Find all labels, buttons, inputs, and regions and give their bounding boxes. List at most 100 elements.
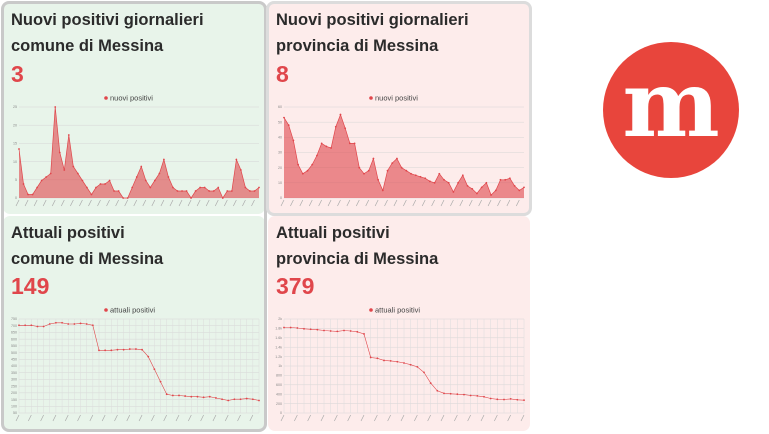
data-point	[45, 176, 48, 178]
data-point	[476, 395, 479, 397]
data-point	[457, 181, 460, 184]
y-tick-label: 350	[11, 371, 17, 375]
data-point	[518, 189, 521, 192]
data-point	[438, 172, 441, 175]
x-tick-label	[133, 199, 138, 207]
data-point	[383, 359, 385, 362]
y-tick-label: 700	[11, 324, 17, 328]
data-point	[73, 323, 76, 325]
logo-circle	[603, 42, 739, 178]
data-point	[367, 169, 370, 172]
data-point	[325, 145, 328, 148]
data-point	[22, 183, 25, 185]
y-tick-label: 750	[11, 317, 17, 321]
x-tick-label	[467, 414, 471, 422]
data-point	[414, 174, 417, 177]
x-tick-label	[414, 414, 418, 422]
data-point	[369, 356, 372, 359]
data-point	[40, 179, 43, 182]
data-point	[489, 397, 492, 400]
x-tick-label	[77, 414, 81, 422]
data-point	[190, 395, 193, 398]
y-tick-label: 20	[278, 166, 282, 170]
data-point	[239, 398, 242, 401]
data-point	[523, 399, 525, 402]
data-point	[353, 142, 356, 145]
data-point	[202, 396, 205, 399]
data-point	[215, 397, 217, 399]
data-point	[344, 127, 347, 130]
data-point	[31, 193, 34, 196]
data-point	[226, 190, 229, 192]
data-point	[199, 186, 202, 189]
data-point	[140, 165, 143, 168]
data-point	[30, 324, 33, 327]
data-point	[58, 151, 61, 154]
x-tick-label	[187, 199, 192, 207]
data-point	[249, 190, 251, 192]
x-tick-label	[347, 414, 351, 422]
x-tick-label	[142, 199, 147, 207]
x-tick-label	[290, 199, 294, 207]
y-tick-label: 15	[13, 142, 17, 146]
data-point	[476, 192, 478, 195]
y-tick-label: 10	[278, 181, 282, 185]
data-point	[348, 142, 351, 145]
x-tick-label	[412, 199, 417, 207]
data-point	[396, 157, 398, 160]
data-point	[461, 174, 464, 177]
data-point	[372, 157, 375, 160]
logo-letter: m	[622, 50, 719, 158]
y-tick-label: 60	[278, 105, 282, 109]
y-tick-label: 0	[280, 411, 282, 415]
data-point	[296, 327, 299, 329]
legend-label: nuovi positivi	[110, 94, 153, 103]
data-point	[377, 178, 380, 181]
x-tick-label	[97, 199, 101, 207]
x-tick-label	[249, 414, 254, 422]
data-point	[424, 177, 427, 180]
data-point	[63, 169, 66, 171]
data-point	[104, 183, 106, 185]
data-point	[98, 349, 100, 352]
data-point	[490, 194, 492, 196]
x-tick-label	[15, 199, 20, 207]
data-point	[287, 124, 290, 127]
data-point	[253, 190, 256, 192]
data-point	[131, 186, 134, 189]
data-point	[141, 348, 143, 351]
data-point	[516, 398, 519, 401]
data-point	[110, 349, 113, 352]
data-point	[104, 349, 107, 352]
y-tick-label: 650	[11, 331, 17, 335]
y-tick-label: 1.2k	[275, 355, 282, 359]
x-tick-label	[494, 414, 498, 422]
x-tick-label	[70, 199, 74, 207]
data-point	[336, 330, 339, 333]
data-point	[144, 179, 147, 182]
x-tick-label	[106, 199, 110, 207]
y-tick-label: 400	[11, 364, 17, 368]
data-point	[36, 325, 39, 328]
card-active-positives-city: Attuali positivi comune di Messina 149 at…	[3, 216, 265, 431]
data-point	[244, 186, 247, 189]
card-value: 379	[276, 273, 315, 299]
card-title: Attuali positivi comune di Messina	[11, 224, 164, 268]
x-tick-label	[374, 414, 378, 422]
data-point	[36, 186, 39, 189]
x-tick-label	[124, 199, 128, 207]
x-tick-label	[178, 199, 183, 207]
x-tick-label	[160, 199, 165, 207]
x-tick-label	[393, 199, 398, 207]
x-tick-label	[187, 414, 192, 422]
x-tick-label	[454, 414, 458, 422]
data-point	[471, 188, 474, 190]
data-point	[316, 154, 318, 157]
data-point	[233, 398, 236, 401]
data-point	[55, 321, 57, 324]
data-point	[463, 393, 465, 396]
data-point	[323, 329, 325, 332]
chart-new-positives-city: nuovi positivi 25 20 15 10 5 0	[13, 94, 260, 207]
data-point	[443, 178, 445, 181]
x-tick-label	[307, 414, 311, 422]
